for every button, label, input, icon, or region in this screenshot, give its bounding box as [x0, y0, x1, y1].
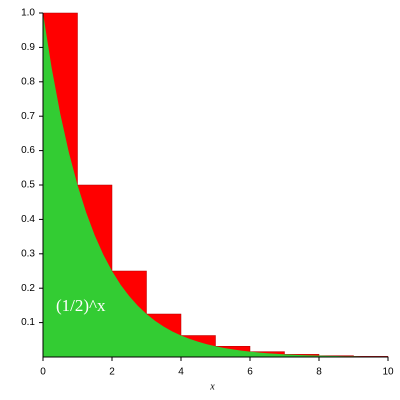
- y-tick-label: 0.4: [21, 214, 35, 225]
- y-tick-label: 0.5: [21, 180, 35, 191]
- x-tick-label: 4: [178, 367, 184, 378]
- x-tick-label: 8: [316, 367, 322, 378]
- x-tick-label: 6: [247, 367, 253, 378]
- x-tick-label: 2: [109, 367, 115, 378]
- y-tick-label: 0.7: [21, 111, 35, 122]
- y-tick-label: 0.8: [21, 76, 35, 87]
- x-axis-label: x: [209, 381, 215, 392]
- annotation: (1/2)^x: [56, 296, 106, 315]
- y-tick-label: 0.1: [21, 317, 35, 328]
- y-tick-label: 0.6: [21, 145, 35, 156]
- curve-area: [43, 13, 388, 357]
- x-tick-label: 10: [382, 367, 394, 378]
- y-tick-label: 0.2: [21, 283, 35, 294]
- y-tick-label: 0.9: [21, 42, 35, 53]
- x-tick-label: 0: [40, 367, 46, 378]
- y-tick-label: 0.3: [21, 248, 35, 259]
- y-tick-label: 1.0: [21, 8, 35, 19]
